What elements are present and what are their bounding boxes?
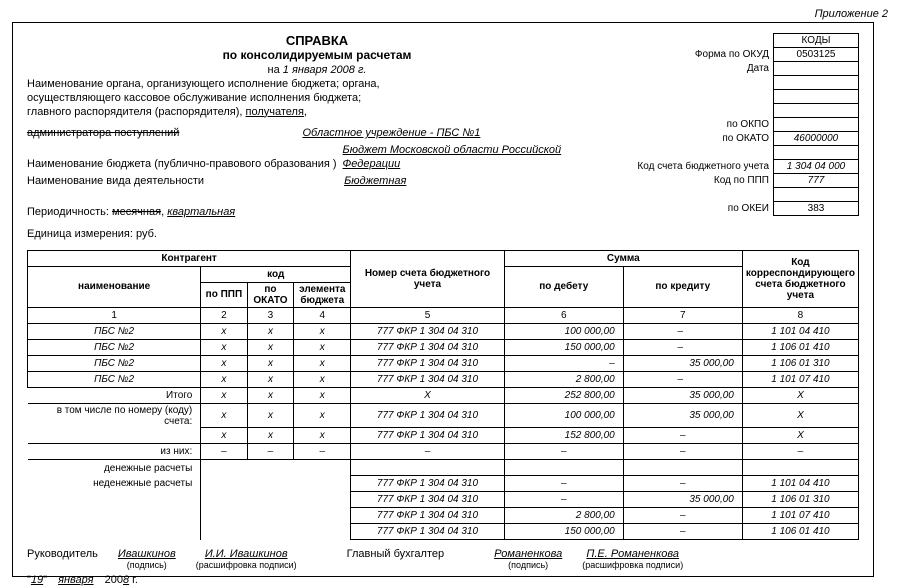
- acc-name: П.Е. Романенкова: [582, 548, 683, 560]
- okud-label: Форма по ОКУД: [607, 48, 774, 62]
- ppp-value: 777: [774, 174, 859, 188]
- date-value: [774, 62, 859, 76]
- table-row: ПБС №2ххх777 ФКР 1 304 04 310–35 000,001…: [28, 355, 859, 371]
- org-block: Наименование органа, организующего испол…: [27, 78, 599, 242]
- okei-value: 383: [774, 202, 859, 216]
- main-table: Контрагент Номер счета бюджетного учета …: [27, 250, 859, 541]
- okpo-value: [774, 118, 859, 132]
- title-sub: по консолидируемым расчетам: [27, 48, 699, 62]
- signatures: Руководитель Ивашкинов(подпись) И.И. Ива…: [27, 548, 859, 570]
- okpo-label: по ОКПО: [607, 118, 774, 132]
- head-signature: Ивашкинов: [118, 548, 176, 560]
- title-main: СПРАВКА: [27, 33, 699, 48]
- ppp-label: Код по ППП: [607, 174, 774, 188]
- table-row: ПБС №2ххх777 ФКР 1 304 04 310150 000,00–…: [28, 339, 859, 355]
- activity-value: Бюджетная: [344, 175, 406, 189]
- institution-value: Областное учреждение - ПБС №1: [302, 127, 480, 139]
- form-page: КОДЫ Форма по ОКУД0503125 Дата по ОКПО п…: [12, 22, 874, 577]
- okud-value: 0503125: [774, 48, 859, 62]
- footer-date: "19" января 2008 г.: [27, 574, 859, 586]
- annex-label: Приложение 2: [12, 8, 888, 20]
- okato-label: по ОКАТО: [607, 132, 774, 146]
- okato-value: 46000000: [774, 132, 859, 146]
- table-row: ПБС №2ххх777 ФКР 1 304 04 310100 000,00–…: [28, 323, 859, 339]
- acct-label: Код счета бюджетного учета: [607, 160, 774, 174]
- budget-value: Бюджет Московской области Российской Фед…: [343, 144, 599, 172]
- codes-table: КОДЫ Форма по ОКУД0503125 Дата по ОКПО п…: [607, 33, 859, 216]
- date-label: Дата: [607, 62, 774, 76]
- head-name: И.И. Ивашкинов: [196, 548, 297, 560]
- title-date: на 1 января 2008 г.: [27, 64, 699, 76]
- okei-label: по ОКЕИ: [607, 202, 774, 216]
- acct-value: 1 304 04 000: [774, 160, 859, 174]
- acc-signature: Романенкова: [494, 548, 562, 560]
- table-row: ПБС №2ххх777 ФКР 1 304 04 3102 800,00–1 …: [28, 371, 859, 387]
- codes-header: КОДЫ: [774, 34, 859, 48]
